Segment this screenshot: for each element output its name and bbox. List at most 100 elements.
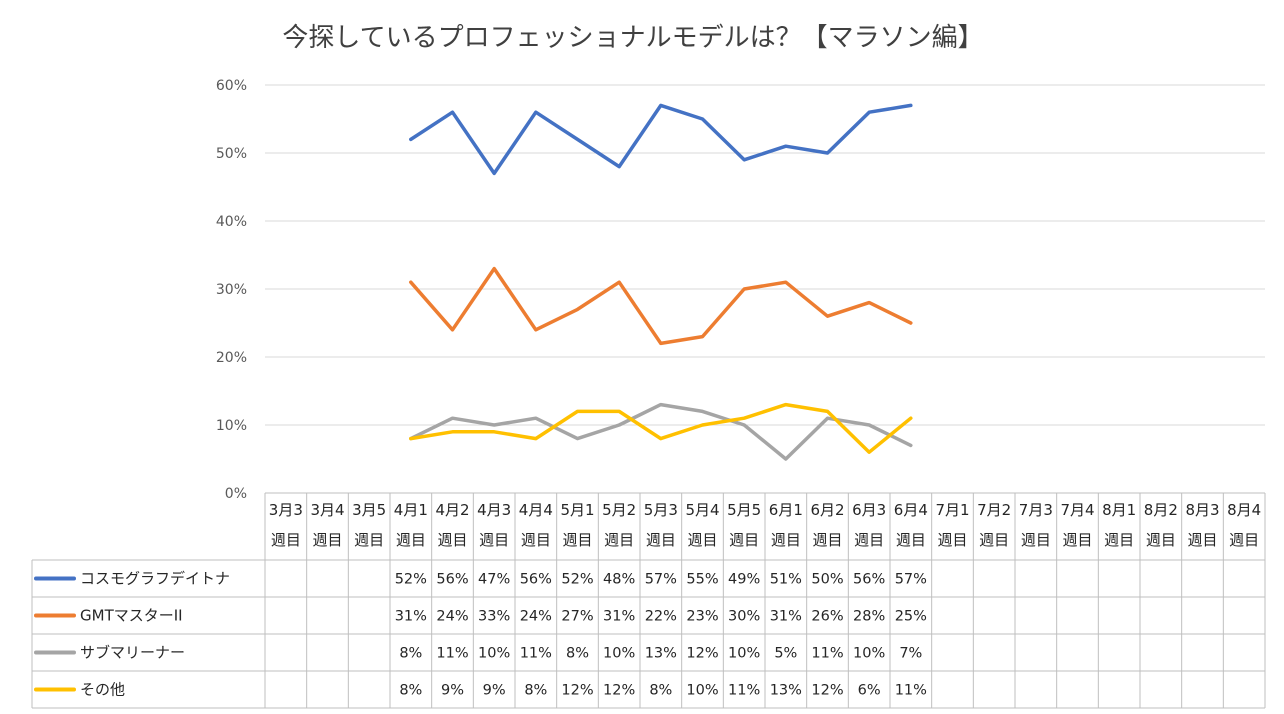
x-tick-label: 5月4 <box>685 501 719 519</box>
data-label: 8% <box>566 646 589 662</box>
y-tick-label: 30% <box>216 282 247 298</box>
x-tick-label: 3月4 <box>310 501 344 519</box>
data-label: 10% <box>603 646 635 662</box>
data-label: 55% <box>686 572 718 588</box>
x-tick-label: 週目 <box>896 531 926 549</box>
x-tick-label: 週目 <box>1021 531 1051 549</box>
data-label: 28% <box>853 609 885 625</box>
data-label: 49% <box>728 572 760 588</box>
x-tick-label: 週目 <box>521 531 551 549</box>
y-tick-label: 0% <box>225 486 247 502</box>
x-tick-label: 6月3 <box>852 501 886 519</box>
data-table: 3月3 週目 3月4 週目 3月5 週目 4月1 週目 4月2 週目 4月3 週目 4月4 週目 5月1 週目… <box>31 492 1266 709</box>
legend-entry: コスモグラフデイトナ <box>80 570 230 588</box>
x-tick-label: 7月1 <box>935 501 969 519</box>
x-tick-label: 8月3 <box>1185 501 1219 519</box>
x-tick-label: 6月2 <box>810 501 844 519</box>
x-tick-label: 週目 <box>937 531 967 549</box>
data-label: 10% <box>478 646 510 662</box>
series-line <box>409 266 913 346</box>
x-tick-label: 5月3 <box>644 501 678 519</box>
x-tick-label: 週目 <box>854 531 884 549</box>
data-label: 52% <box>561 572 593 588</box>
data-label: 12% <box>603 683 635 699</box>
x-tick-label: 4月1 <box>394 501 428 519</box>
data-label: 31% <box>770 609 802 625</box>
data-label: 52% <box>395 572 427 588</box>
data-label: 10% <box>686 683 718 699</box>
data-label: 11% <box>520 646 552 662</box>
data-label: 33% <box>478 609 510 625</box>
data-label: 56% <box>520 572 552 588</box>
data-label: 56% <box>853 572 885 588</box>
x-tick-label: 週目 <box>729 531 759 549</box>
x-tick-label: 週目 <box>396 531 426 549</box>
x-tick-label: 3月3 <box>269 501 303 519</box>
data-label: 11% <box>895 683 927 699</box>
data-label: 12% <box>811 683 843 699</box>
y-tick-label: 40% <box>216 214 247 230</box>
x-tick-label: 週目 <box>437 531 467 549</box>
data-label: 10% <box>853 646 885 662</box>
x-tick-label: 週目 <box>479 531 509 549</box>
y-tick-label: 60% <box>216 78 247 94</box>
data-label: 8% <box>399 646 422 662</box>
data-label: 57% <box>895 572 927 588</box>
x-tick-label: 週目 <box>646 531 676 549</box>
x-tick-label: 3月5 <box>352 501 386 519</box>
x-tick-label: 週目 <box>1104 531 1134 549</box>
data-label: 50% <box>811 572 843 588</box>
x-tick-label: 週目 <box>354 531 384 549</box>
data-label: 23% <box>686 609 718 625</box>
data-label: 9% <box>441 683 464 699</box>
x-tick-label: 4月2 <box>435 501 469 519</box>
data-label: 31% <box>603 609 635 625</box>
data-label: 27% <box>561 609 593 625</box>
data-label: 10% <box>728 646 760 662</box>
data-label: 51% <box>770 572 802 588</box>
x-tick-label: 4月3 <box>477 501 511 519</box>
x-tick-label: 週目 <box>1062 531 1092 549</box>
x-tick-label: 6月1 <box>769 501 803 519</box>
data-label: 13% <box>770 683 802 699</box>
data-label: 13% <box>645 646 677 662</box>
x-tick-label: 6月4 <box>894 501 928 519</box>
x-tick-label: 週目 <box>312 531 342 549</box>
data-label: 48% <box>603 572 635 588</box>
x-tick-label: 8月2 <box>1144 501 1178 519</box>
data-label: 8% <box>524 683 547 699</box>
data-label: 47% <box>478 572 510 588</box>
x-tick-label: 週目 <box>812 531 842 549</box>
x-tick-label: 7月2 <box>977 501 1011 519</box>
x-tick-label: 5月2 <box>602 501 636 519</box>
x-tick-label: 4月4 <box>519 501 553 519</box>
x-tick-label: 週目 <box>687 531 717 549</box>
x-tick-label: 7月4 <box>1060 501 1094 519</box>
legend-entry: GMTマスターII <box>80 607 183 625</box>
y-tick-label: 50% <box>216 146 247 162</box>
data-label: 7% <box>899 646 922 662</box>
x-tick-label: 8月4 <box>1227 501 1261 519</box>
data-label: 12% <box>561 683 593 699</box>
x-tick-label: 週目 <box>1146 531 1176 549</box>
data-label: 22% <box>645 609 677 625</box>
series-line <box>409 402 913 461</box>
x-tick-label: 週目 <box>1229 531 1259 549</box>
data-label: 11% <box>436 646 468 662</box>
y-tick-label: 10% <box>216 418 247 434</box>
x-tick-label: 5月1 <box>560 501 594 519</box>
x-tick-label: 7月3 <box>1019 501 1053 519</box>
series-line <box>409 103 913 176</box>
series-line <box>409 402 913 454</box>
y-tick-label: 20% <box>216 350 247 366</box>
data-label: 56% <box>436 572 468 588</box>
x-tick-label: 週目 <box>562 531 592 549</box>
data-label: 31% <box>395 609 427 625</box>
x-tick-label: 週目 <box>604 531 634 549</box>
legend-entry: その他 <box>80 681 125 699</box>
x-tick-label: 8月1 <box>1102 501 1136 519</box>
legend-entry: サブマリーナー <box>80 644 185 662</box>
x-tick-label: 週目 <box>271 531 301 549</box>
data-label: 25% <box>895 609 927 625</box>
